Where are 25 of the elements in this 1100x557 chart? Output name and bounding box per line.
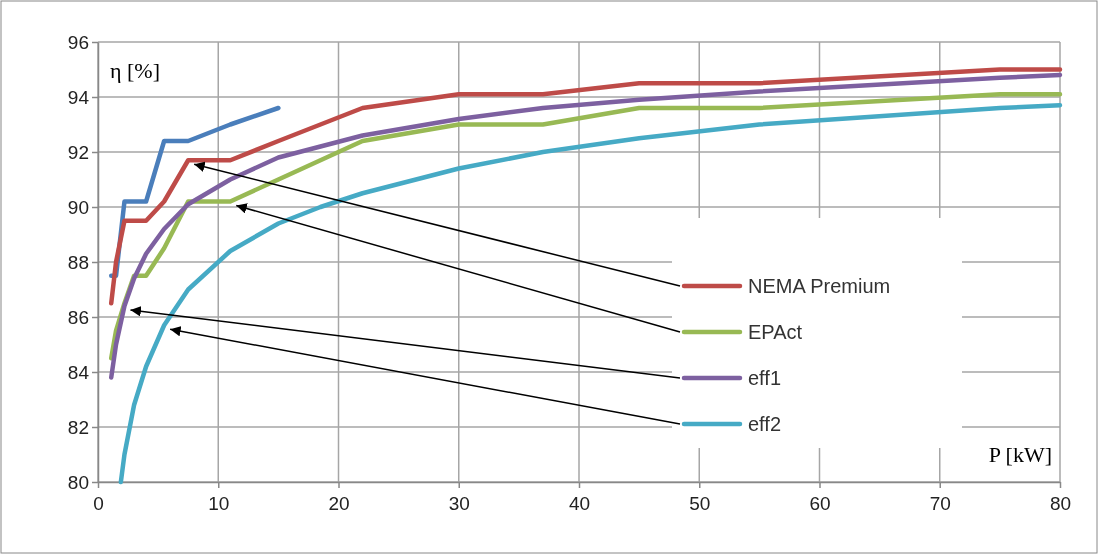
y-tick-label: 96 bbox=[67, 31, 89, 53]
y-tick-label: 86 bbox=[67, 306, 89, 328]
y-axis-title: η [%] bbox=[110, 58, 160, 83]
y-tick-label: 92 bbox=[67, 141, 89, 163]
legend-label: eff2 bbox=[748, 413, 781, 435]
legend-label: eff1 bbox=[748, 367, 781, 389]
legend-label: NEMA Premium bbox=[748, 275, 891, 297]
y-tick-label: 84 bbox=[67, 361, 90, 383]
x-tick-label: 80 bbox=[1049, 493, 1072, 514]
x-tick-label: 50 bbox=[689, 493, 711, 514]
x-tick-label: 70 bbox=[929, 493, 951, 514]
x-tick-label: 30 bbox=[448, 493, 470, 514]
y-tick-label: 88 bbox=[67, 251, 89, 273]
x-tick-label: 10 bbox=[208, 493, 230, 514]
x-tick-label: 20 bbox=[328, 493, 350, 514]
x-axis-title: P [kW] bbox=[988, 442, 1052, 467]
x-tick-label: 0 bbox=[93, 493, 104, 514]
y-tick-label: 82 bbox=[67, 416, 89, 438]
x-tick-label: 60 bbox=[809, 493, 831, 514]
y-tick-label: 94 bbox=[67, 86, 90, 108]
legend-label: EPAct bbox=[748, 321, 803, 343]
x-tick-label: 40 bbox=[568, 493, 591, 514]
line-series bbox=[118, 103, 1063, 485]
y-tick-label: 90 bbox=[67, 196, 89, 218]
y-tick-label: 80 bbox=[67, 471, 89, 493]
